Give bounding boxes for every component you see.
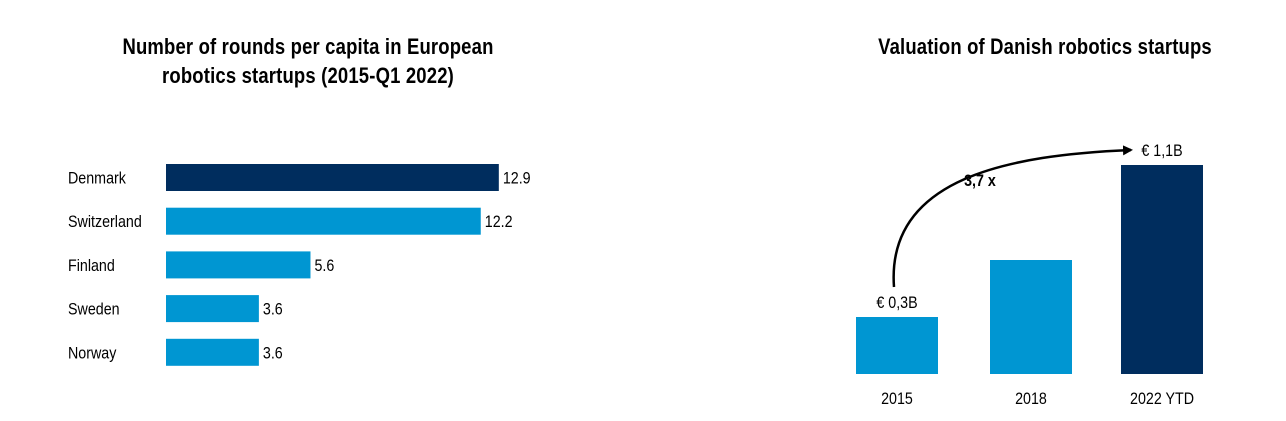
category-label-sweden: Sweden <box>68 301 120 319</box>
category-label-denmark: Denmark <box>68 169 126 187</box>
category-label-norway: Norway <box>68 344 117 362</box>
value-label-finland: 5.6 <box>314 257 334 275</box>
bar-2015 <box>856 317 938 374</box>
category-label-switzerland: Switzerland <box>68 213 142 231</box>
growth-annotation: 3,7 x <box>964 172 996 190</box>
category-label-2022-ytd: 2022 YTD <box>1130 390 1194 408</box>
value-label-norway: 3.6 <box>263 344 283 362</box>
value-label-switzerland: 12.2 <box>485 213 513 231</box>
left-chart-title: Number of rounds per capita in European … <box>122 34 494 88</box>
left-bar-chart: Denmark 12.9 Switzerland 12.2 Finland 5.6 Swed… <box>68 164 531 366</box>
growth-arrow <box>892 145 1133 288</box>
bar-switzerland <box>166 207 481 235</box>
category-label-2015: 2015 <box>881 390 913 408</box>
bar-norway <box>166 338 259 366</box>
bar-denmark <box>166 164 499 191</box>
bar-finland <box>166 251 311 279</box>
value-label-sweden: 3.6 <box>263 301 283 319</box>
value-label-2022-ytd: € 1,1B <box>1141 142 1182 160</box>
right-chart-title: Valuation of Danish robotics startups <box>878 34 1212 59</box>
right-bar-chart: 2015 € 0,3B 2018 2022 YTD € 1,1B 3,7 x <box>856 142 1203 408</box>
value-label-2015: € 0,3B <box>876 294 917 312</box>
bar-sweden <box>166 295 259 323</box>
bar-2018 <box>990 260 1072 374</box>
bar-2022-ytd <box>1121 165 1203 374</box>
category-label-finland: Finland <box>68 257 115 275</box>
category-label-2018: 2018 <box>1015 390 1047 408</box>
value-label-denmark: 12.9 <box>503 169 531 187</box>
